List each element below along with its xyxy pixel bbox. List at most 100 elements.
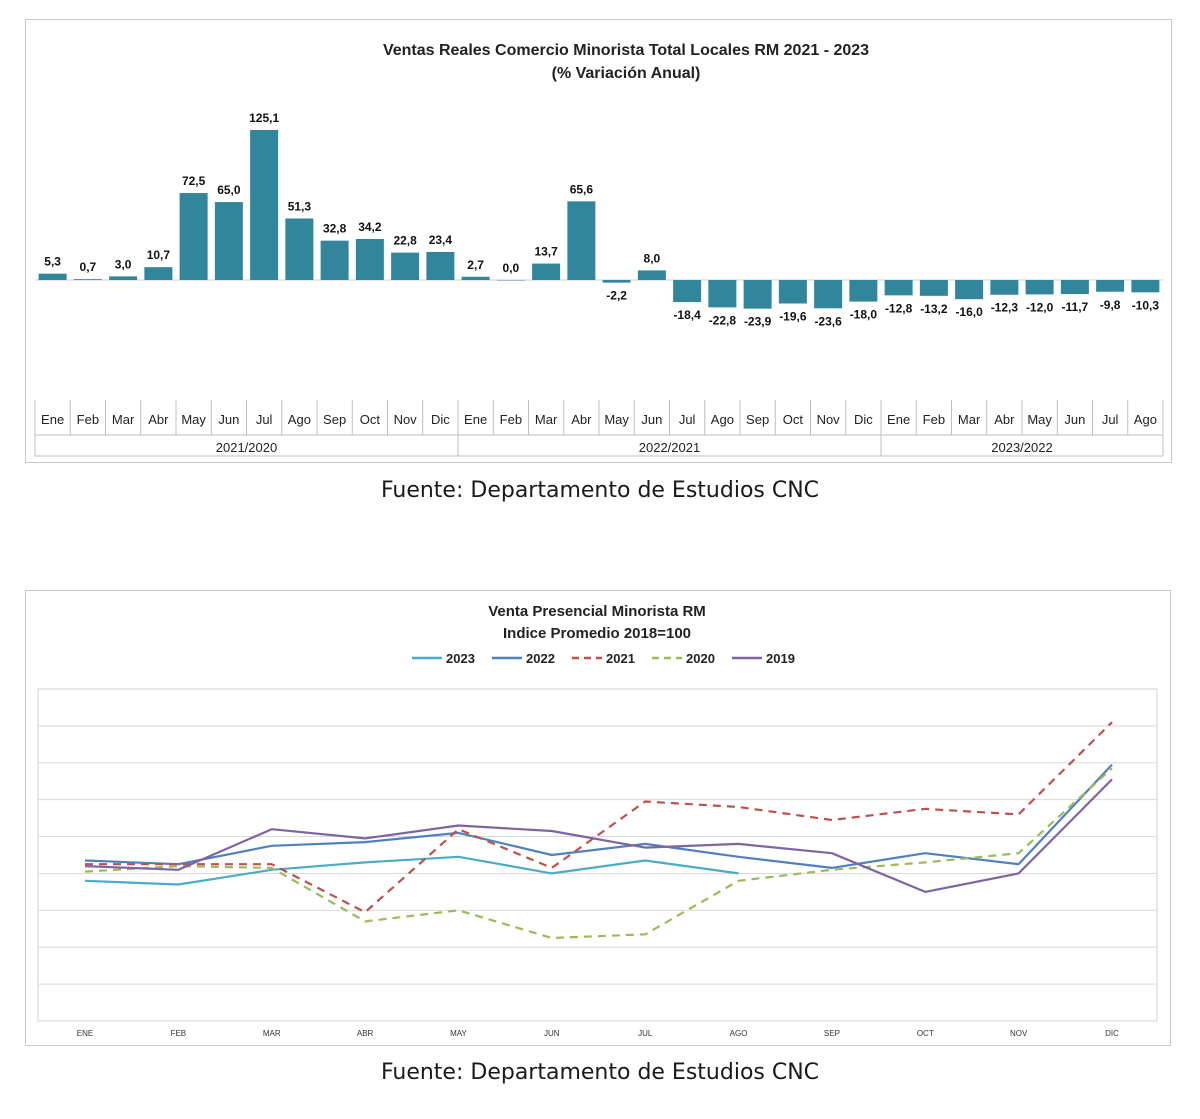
data-label: -12,0: [1026, 300, 1054, 314]
x-tick-label: ABR: [357, 1029, 374, 1038]
x-tick-label: JUL: [638, 1029, 653, 1038]
bar-chart-subtitle: (% Variación Anual): [552, 65, 701, 82]
series-line-2020: [84, 767, 1113, 940]
bar-chart-panel: Ventas Reales Comercio Minorista Total L…: [25, 19, 1172, 463]
x-tick-label: MAY: [450, 1029, 467, 1038]
bar: [109, 276, 138, 280]
bar: [884, 280, 913, 296]
bar: [461, 276, 490, 280]
data-label: 72,5: [182, 174, 206, 188]
group-label: 2023/2022: [991, 440, 1052, 455]
category-label: Nov: [394, 412, 418, 427]
bar: [990, 280, 1019, 295]
category-label: Abr: [148, 412, 169, 427]
bar-chart: Ventas Reales Comercio Minorista Total L…: [34, 42, 1164, 457]
bar: [144, 267, 173, 280]
category-label: Ago: [288, 412, 311, 427]
bar: [919, 280, 948, 296]
category-label: May: [604, 412, 629, 427]
line-chart-panel: Venta Presencial Minorista RM Indice Pro…: [25, 590, 1171, 1046]
data-label: 3,0: [115, 257, 132, 271]
category-label: Mar: [958, 412, 981, 427]
bar: [285, 218, 314, 280]
group-label: 2021/2020: [216, 440, 277, 455]
bar: [391, 252, 420, 280]
category-label: Ene: [41, 412, 64, 427]
category-label: Abr: [571, 412, 592, 427]
bar: [1096, 280, 1125, 292]
data-label: 23,4: [429, 233, 453, 247]
bar: [955, 280, 984, 300]
x-tick-label: JUN: [544, 1029, 560, 1038]
bar: [1131, 280, 1160, 293]
category-label: Sep: [746, 412, 769, 427]
data-label: 0,7: [80, 260, 97, 274]
data-label: 51,3: [288, 199, 312, 213]
x-tick-label: DIC: [1105, 1029, 1119, 1038]
bar: [743, 280, 772, 309]
category-label: Feb: [77, 412, 99, 427]
data-label: -12,3: [991, 301, 1019, 315]
category-label: May: [181, 412, 206, 427]
x-tick-label: AGO: [730, 1029, 748, 1038]
category-label: Dic: [431, 412, 450, 427]
data-label: 65,0: [217, 183, 241, 197]
category-label: Nov: [817, 412, 841, 427]
bar: [637, 270, 666, 280]
series-line-2021: [85, 721, 1113, 914]
source-caption-bottom: Fuente: Departamento de Estudios CNC: [380, 1060, 820, 1085]
data-label: -11,7: [1062, 300, 1089, 314]
bar: [496, 280, 525, 281]
line-chart: Venta Presencial Minorista RM Indice Pro…: [37, 603, 1158, 1038]
category-label: Feb: [500, 412, 522, 427]
data-label: 125,1: [249, 111, 279, 125]
category-label: Ago: [711, 412, 734, 427]
category-label: Ago: [1134, 412, 1157, 427]
series-line-2019: [84, 778, 1113, 893]
data-label: 34,2: [358, 220, 382, 234]
bar: [73, 279, 102, 280]
category-label: Mar: [112, 412, 135, 427]
data-label: -19,6: [779, 310, 807, 324]
category-label: Ene: [464, 412, 487, 427]
category-label: Sep: [323, 412, 346, 427]
data-label: -12,8: [885, 301, 913, 315]
bar: [320, 240, 349, 280]
bar: [532, 263, 561, 280]
data-label: -16,0: [955, 305, 983, 319]
data-label: 2,7: [467, 258, 484, 272]
series-line-2022: [84, 763, 1113, 869]
legend-label-2023: 2023: [446, 651, 475, 666]
bar: [567, 201, 596, 280]
line-chart-title: Venta Presencial Minorista RM: [488, 603, 706, 620]
legend-label-2022: 2022: [526, 651, 555, 666]
data-label: 22,8: [393, 234, 417, 248]
data-label: -22,8: [709, 313, 737, 327]
plot-area-border: [37, 688, 1158, 1022]
data-label: 0,0: [503, 261, 520, 275]
bar: [1025, 280, 1054, 295]
legend-label-2020: 2020: [686, 651, 715, 666]
x-tick-label: SEP: [824, 1029, 840, 1038]
bar: [355, 238, 384, 280]
category-label: Jul: [679, 412, 696, 427]
bar: [602, 280, 631, 283]
category-label: Jun: [641, 412, 662, 427]
legend-label-2021: 2021: [606, 651, 635, 666]
category-label: Jun: [218, 412, 239, 427]
category-label: Oct: [360, 412, 381, 427]
data-label: 8,0: [644, 251, 661, 265]
x-tick-label: OCT: [917, 1029, 934, 1038]
x-tick-label: FEB: [171, 1029, 187, 1038]
x-tick-label: MAR: [263, 1029, 281, 1038]
data-label: -23,9: [744, 315, 772, 329]
line-chart-subtitle: Indice Promedio 2018=100: [503, 625, 691, 642]
series-line-2023: [84, 855, 739, 886]
data-label: -18,0: [850, 308, 878, 322]
group-label: 2022/2021: [639, 440, 700, 455]
category-label: Mar: [535, 412, 558, 427]
data-label: -18,4: [673, 308, 701, 322]
category-label: Dic: [854, 412, 873, 427]
bar: [250, 130, 279, 280]
category-label: Feb: [923, 412, 945, 427]
